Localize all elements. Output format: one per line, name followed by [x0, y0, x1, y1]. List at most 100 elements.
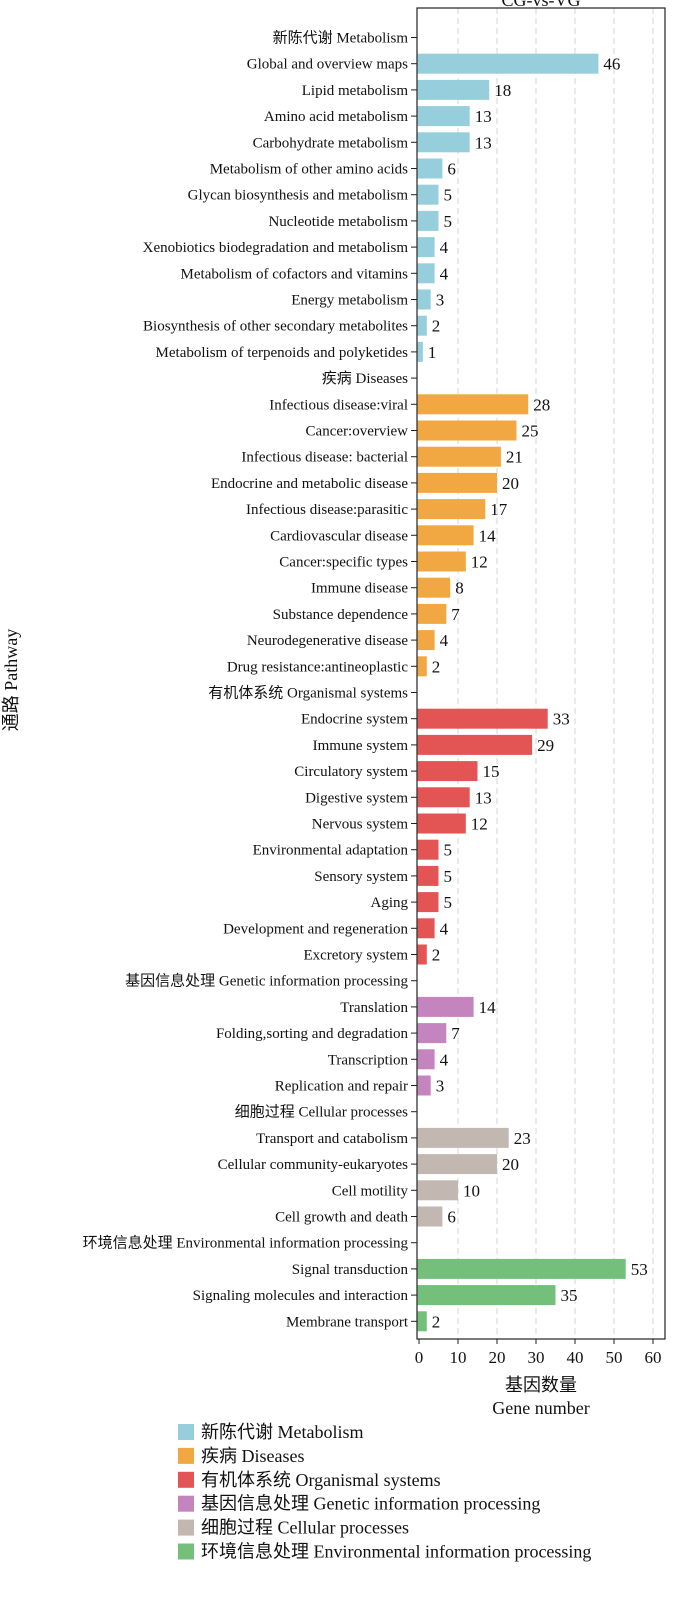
- legend-swatch: [178, 1471, 194, 1488]
- category-label: Infectious disease:parasitic: [246, 502, 408, 518]
- category-label: Circulatory system: [294, 764, 408, 780]
- bar: [417, 734, 533, 755]
- bar-value-label: 5: [444, 212, 453, 231]
- bar-layer: [417, 53, 626, 1332]
- category-label: Immune disease: [311, 581, 408, 597]
- category-label: Immune system: [313, 738, 409, 754]
- bar-value-label: 46: [603, 55, 620, 74]
- legend-label: 细胞过程 Cellular processes: [201, 1518, 409, 1538]
- bar: [417, 1127, 509, 1148]
- category-label: Drug resistance:antineoplastic: [227, 659, 409, 675]
- legend: 新陈代谢 Metabolism 疾病 Diseases 有机体系统 Organism…: [178, 1422, 591, 1562]
- legend-swatch: [178, 1543, 194, 1560]
- bar-value-label: 17: [490, 500, 508, 519]
- group-header-label: 细胞过程 Cellular processes: [235, 1104, 408, 1121]
- bar: [417, 263, 435, 284]
- bar: [417, 1154, 497, 1175]
- category-label: Nucleotide metabolism: [268, 214, 408, 230]
- bar-value-label: 13: [475, 788, 492, 807]
- bar-value-label: 4: [440, 264, 449, 283]
- category-label: Cellular community-eukaryotes: [218, 1157, 409, 1173]
- group-header-label: 基因信息处理 Genetic information processing: [125, 973, 408, 990]
- bar: [417, 944, 427, 965]
- category-label: Excretory system: [303, 948, 408, 964]
- bar: [417, 603, 447, 624]
- legend-label: 有机体系统 Organismal systems: [201, 1470, 441, 1490]
- category-label: Aging: [371, 895, 409, 911]
- bar: [417, 499, 486, 520]
- category-label: Replication and repair: [275, 1079, 408, 1095]
- bar: [417, 420, 517, 441]
- bar: [417, 315, 427, 336]
- x-axis-title-cn: 基因数量: [505, 1375, 577, 1395]
- bar: [417, 839, 439, 860]
- bar-value-label: 5: [444, 186, 453, 205]
- bar-value-label: 18: [494, 81, 511, 100]
- y-axis-title: 通路 Pathway: [1, 629, 21, 732]
- bar-value-label: 23: [514, 1129, 531, 1148]
- legend-label: 环境信息处理 Environmental information process…: [201, 1542, 591, 1562]
- bar-value-label: 5: [444, 867, 453, 886]
- bar-value-label: 7: [451, 1024, 460, 1043]
- x-tick-label: 40: [567, 1348, 584, 1367]
- category-label: Cancer:overview: [306, 424, 409, 440]
- category-label: Cancer:specific types: [279, 555, 408, 571]
- legend-swatch: [178, 1519, 194, 1536]
- category-label: Biosynthesis of other secondary metaboli…: [143, 319, 408, 335]
- bar: [417, 184, 439, 205]
- x-tick-label: 10: [450, 1348, 467, 1367]
- bar-value-label: 2: [432, 657, 441, 676]
- bar-value-label: 3: [436, 1077, 445, 1096]
- category-label: Infectious disease: bacterial: [241, 450, 408, 466]
- category-label: Substance dependence: [273, 607, 409, 623]
- bar-value-label: 2: [432, 1312, 441, 1331]
- category-label: Energy metabolism: [291, 293, 408, 309]
- category-label: Infectious disease:viral: [269, 397, 408, 413]
- bar: [417, 761, 478, 782]
- bar-value-label: 15: [483, 762, 500, 781]
- bar: [417, 210, 439, 231]
- bar: [417, 79, 490, 100]
- category-label: Cell growth and death: [275, 1210, 408, 1226]
- category-label: Development and regeneration: [223, 921, 408, 937]
- bar-value-label: 4: [440, 919, 449, 938]
- x-tick-layer: 0 10 20 30 40 50 60: [415, 1339, 662, 1367]
- bar-value-label: 7: [451, 605, 460, 624]
- bar: [417, 106, 470, 127]
- category-label: Xenobiotics biodegradation and metabolis…: [143, 240, 409, 256]
- legend-swatch: [178, 1447, 194, 1464]
- category-label: Digestive system: [305, 790, 408, 806]
- bar-value-label: 21: [506, 448, 523, 467]
- bar: [417, 394, 529, 415]
- bar-value-label: 14: [479, 998, 497, 1017]
- bar: [417, 996, 474, 1017]
- bar: [417, 446, 501, 467]
- bar: [417, 1075, 431, 1096]
- category-label: Neurodegenerative disease: [247, 633, 409, 649]
- group-header-label: 环境信息处理 Environmental information process…: [83, 1234, 409, 1252]
- category-label: Endocrine system: [301, 712, 408, 728]
- bar-value-label: 25: [522, 422, 539, 441]
- bar-value-label: 5: [444, 841, 453, 860]
- bar-value-label: 6: [447, 1208, 456, 1227]
- bar-value-label: 8: [455, 579, 464, 598]
- bar: [417, 1285, 556, 1306]
- bar-value-label: 29: [537, 736, 554, 755]
- bar: [417, 289, 431, 310]
- category-label: Carbohydrate metabolism: [253, 135, 409, 151]
- category-label: Translation: [340, 1000, 408, 1016]
- value-label-layer: 4618131365544321282521201714128742332915…: [428, 55, 648, 1332]
- bar: [417, 656, 427, 677]
- bar-value-label: 53: [631, 1260, 648, 1279]
- x-tick-label: 50: [606, 1348, 623, 1367]
- chart-title: CG-vs-VG: [502, 0, 581, 10]
- legend-label: 基因信息处理 Genetic information processing: [201, 1494, 540, 1514]
- bar-value-label: 10: [463, 1181, 480, 1200]
- bar: [417, 551, 466, 572]
- group-header-label: 新陈代谢 Metabolism: [273, 29, 409, 47]
- bar-value-label: 13: [475, 107, 492, 126]
- bar: [417, 865, 439, 886]
- x-tick-label: 30: [528, 1348, 545, 1367]
- bar: [417, 708, 548, 729]
